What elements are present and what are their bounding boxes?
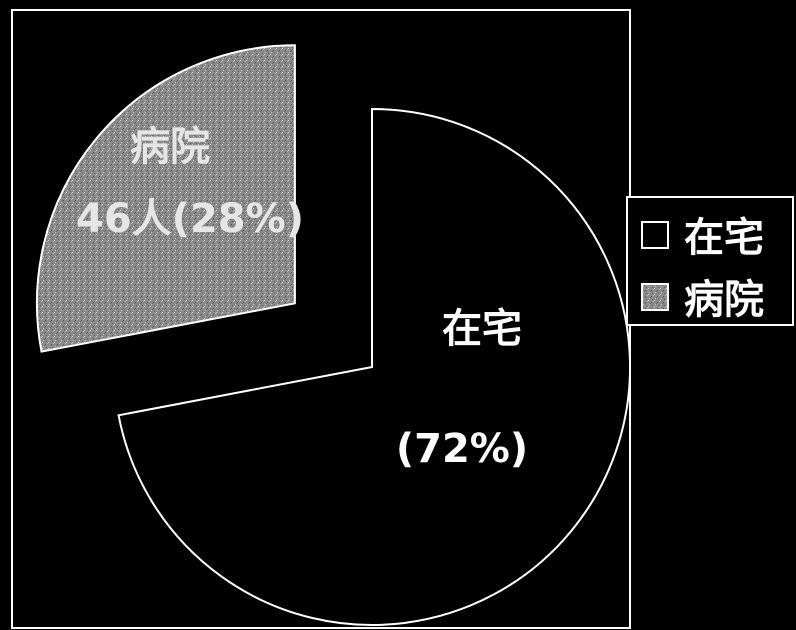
slice-label-hospital-name: 病院 (130, 124, 210, 170)
legend-swatch-home (641, 221, 669, 249)
pie-slice-home (117, 107, 631, 626)
pie-slice-hospital (35, 44, 296, 353)
slice-label-home-name: 在宅 (442, 306, 522, 352)
slice-label-hospital-detail: 46人(28%) (76, 196, 304, 242)
legend-swatch-hospital (641, 283, 669, 311)
legend-label-hospital: 病院 (684, 277, 764, 323)
legend: 在宅 病院 (626, 196, 794, 326)
slice-label-home-detail: (72%) (396, 426, 528, 472)
legend-label-home: 在宅 (684, 215, 764, 261)
